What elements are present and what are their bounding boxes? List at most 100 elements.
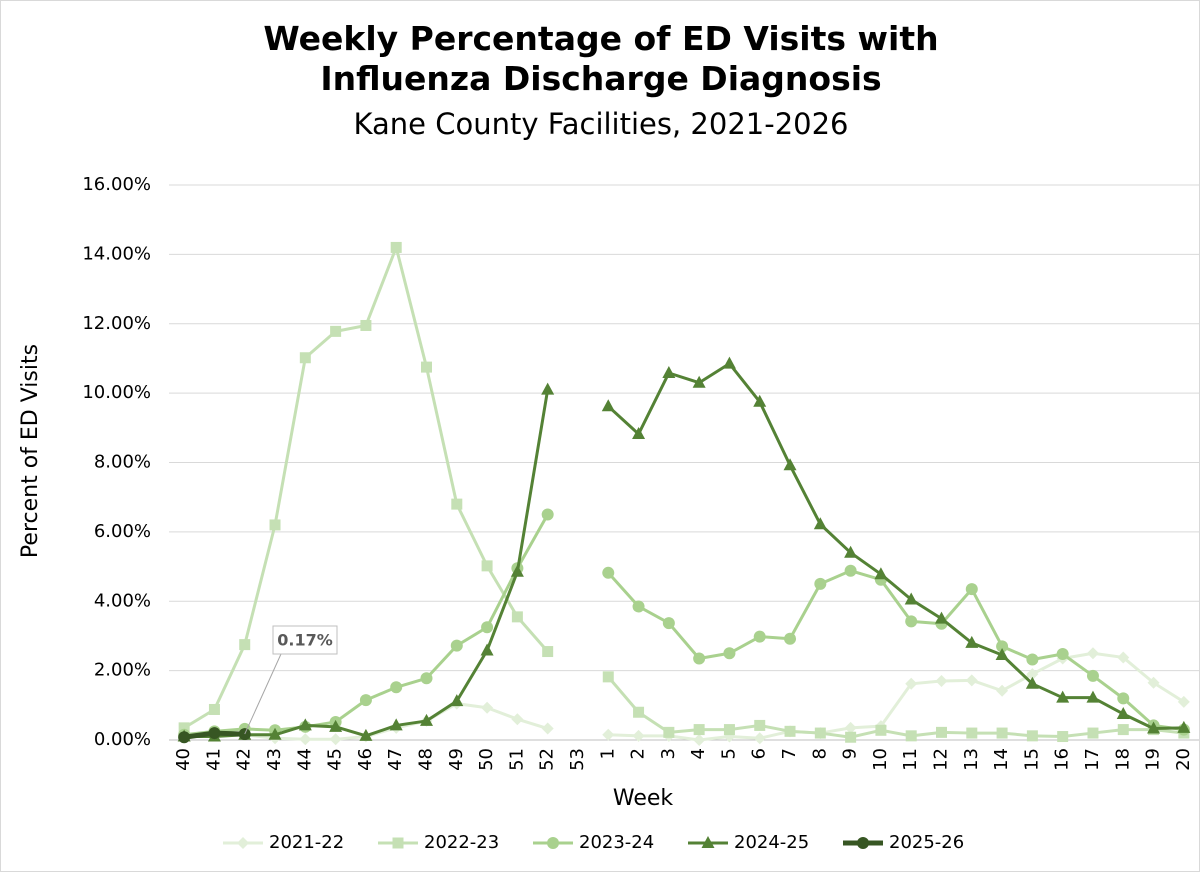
- x-tick-label: 5: [718, 748, 739, 759]
- marker: [481, 560, 493, 572]
- marker: [1057, 731, 1069, 743]
- marker: [857, 837, 869, 849]
- marker: [995, 648, 1009, 661]
- marker: [299, 352, 311, 364]
- marker: [1116, 706, 1130, 719]
- y-axis-label: Percent of ED Visits: [18, 344, 43, 558]
- marker: [208, 703, 220, 715]
- callout-leader: [244, 653, 282, 735]
- marker: [875, 724, 887, 736]
- marker: [541, 382, 555, 395]
- marker: [602, 728, 615, 741]
- marker: [390, 681, 403, 694]
- x-tick-label: 40: [173, 748, 194, 771]
- legend-label: 2022-23: [424, 832, 499, 853]
- marker: [1086, 669, 1099, 682]
- x-tick-label: 13: [961, 748, 982, 771]
- marker: [1087, 727, 1099, 739]
- marker: [1086, 690, 1100, 703]
- y-tick-label: 14.00%: [82, 243, 151, 264]
- marker: [996, 684, 1009, 697]
- marker: [481, 621, 494, 634]
- y-tick-label: 10.00%: [82, 382, 151, 403]
- marker: [329, 733, 342, 746]
- x-tick-label: 42: [234, 748, 255, 771]
- x-tick-label: 48: [416, 748, 437, 771]
- data-label: 0.17%: [277, 631, 333, 650]
- marker: [845, 731, 857, 743]
- marker: [753, 630, 766, 643]
- marker: [1026, 653, 1039, 666]
- y-tick-label: 8.00%: [94, 452, 151, 473]
- marker: [784, 632, 797, 645]
- marker: [269, 519, 281, 531]
- x-tick-label: 10: [870, 748, 891, 771]
- marker: [601, 399, 615, 412]
- x-tick-label: 7: [779, 748, 800, 759]
- marker: [632, 729, 645, 742]
- x-tick-label: 9: [840, 748, 861, 759]
- x-tick-label: 52: [537, 748, 558, 771]
- marker: [511, 713, 524, 726]
- marker: [239, 639, 251, 651]
- marker: [359, 728, 373, 741]
- marker: [965, 674, 978, 687]
- legend-label: 2024-25: [734, 832, 809, 853]
- x-tick-label: 15: [1021, 748, 1042, 771]
- x-tick-label: 47: [385, 748, 406, 771]
- marker: [602, 566, 615, 579]
- callout-box: [272, 625, 338, 655]
- marker: [844, 721, 857, 734]
- marker: [723, 647, 736, 660]
- x-tick-label: 20: [1173, 748, 1194, 771]
- y-tick-label: 12.00%: [82, 313, 151, 334]
- marker: [481, 701, 494, 714]
- marker: [904, 592, 918, 605]
- marker: [450, 639, 463, 652]
- x-tick-label: 49: [446, 748, 467, 771]
- x-tick-label: 8: [809, 748, 830, 759]
- legend-label: 2021-22: [269, 832, 344, 853]
- marker: [753, 394, 767, 407]
- marker: [330, 325, 342, 337]
- marker: [1086, 647, 1099, 660]
- chart-subtitle: Kane County Facilities, 2021-2026: [353, 107, 849, 141]
- marker: [360, 319, 372, 331]
- marker: [633, 706, 645, 718]
- marker: [965, 635, 979, 648]
- legend-label: 2025-26: [889, 832, 964, 853]
- marker: [268, 727, 282, 740]
- marker: [753, 732, 766, 745]
- marker: [541, 722, 554, 735]
- marker: [420, 672, 433, 685]
- x-tick-label: 44: [294, 748, 315, 771]
- marker: [692, 375, 706, 388]
- marker: [1025, 676, 1039, 689]
- x-tick-label: 11: [900, 748, 921, 771]
- y-tick-label: 4.00%: [94, 590, 151, 611]
- y-tick-label: 16.00%: [82, 174, 151, 195]
- marker: [1117, 651, 1130, 664]
- x-tick-label: 53: [567, 748, 588, 771]
- marker: [1117, 692, 1130, 705]
- marker: [905, 730, 917, 742]
- series: [178, 241, 1190, 743]
- marker: [784, 725, 796, 737]
- x-tick-label: 16: [1052, 748, 1073, 771]
- marker: [662, 366, 676, 379]
- x-tick-label: 3: [658, 748, 679, 759]
- marker: [511, 611, 523, 623]
- marker: [936, 726, 947, 738]
- series-line: [184, 389, 550, 739]
- marker: [662, 617, 675, 630]
- marker: [1056, 647, 1069, 660]
- marker: [966, 727, 978, 739]
- marker: [450, 694, 464, 707]
- marker: [722, 356, 736, 369]
- marker: [663, 726, 675, 738]
- marker: [1147, 676, 1160, 689]
- marker: [480, 643, 494, 656]
- marker: [299, 733, 312, 746]
